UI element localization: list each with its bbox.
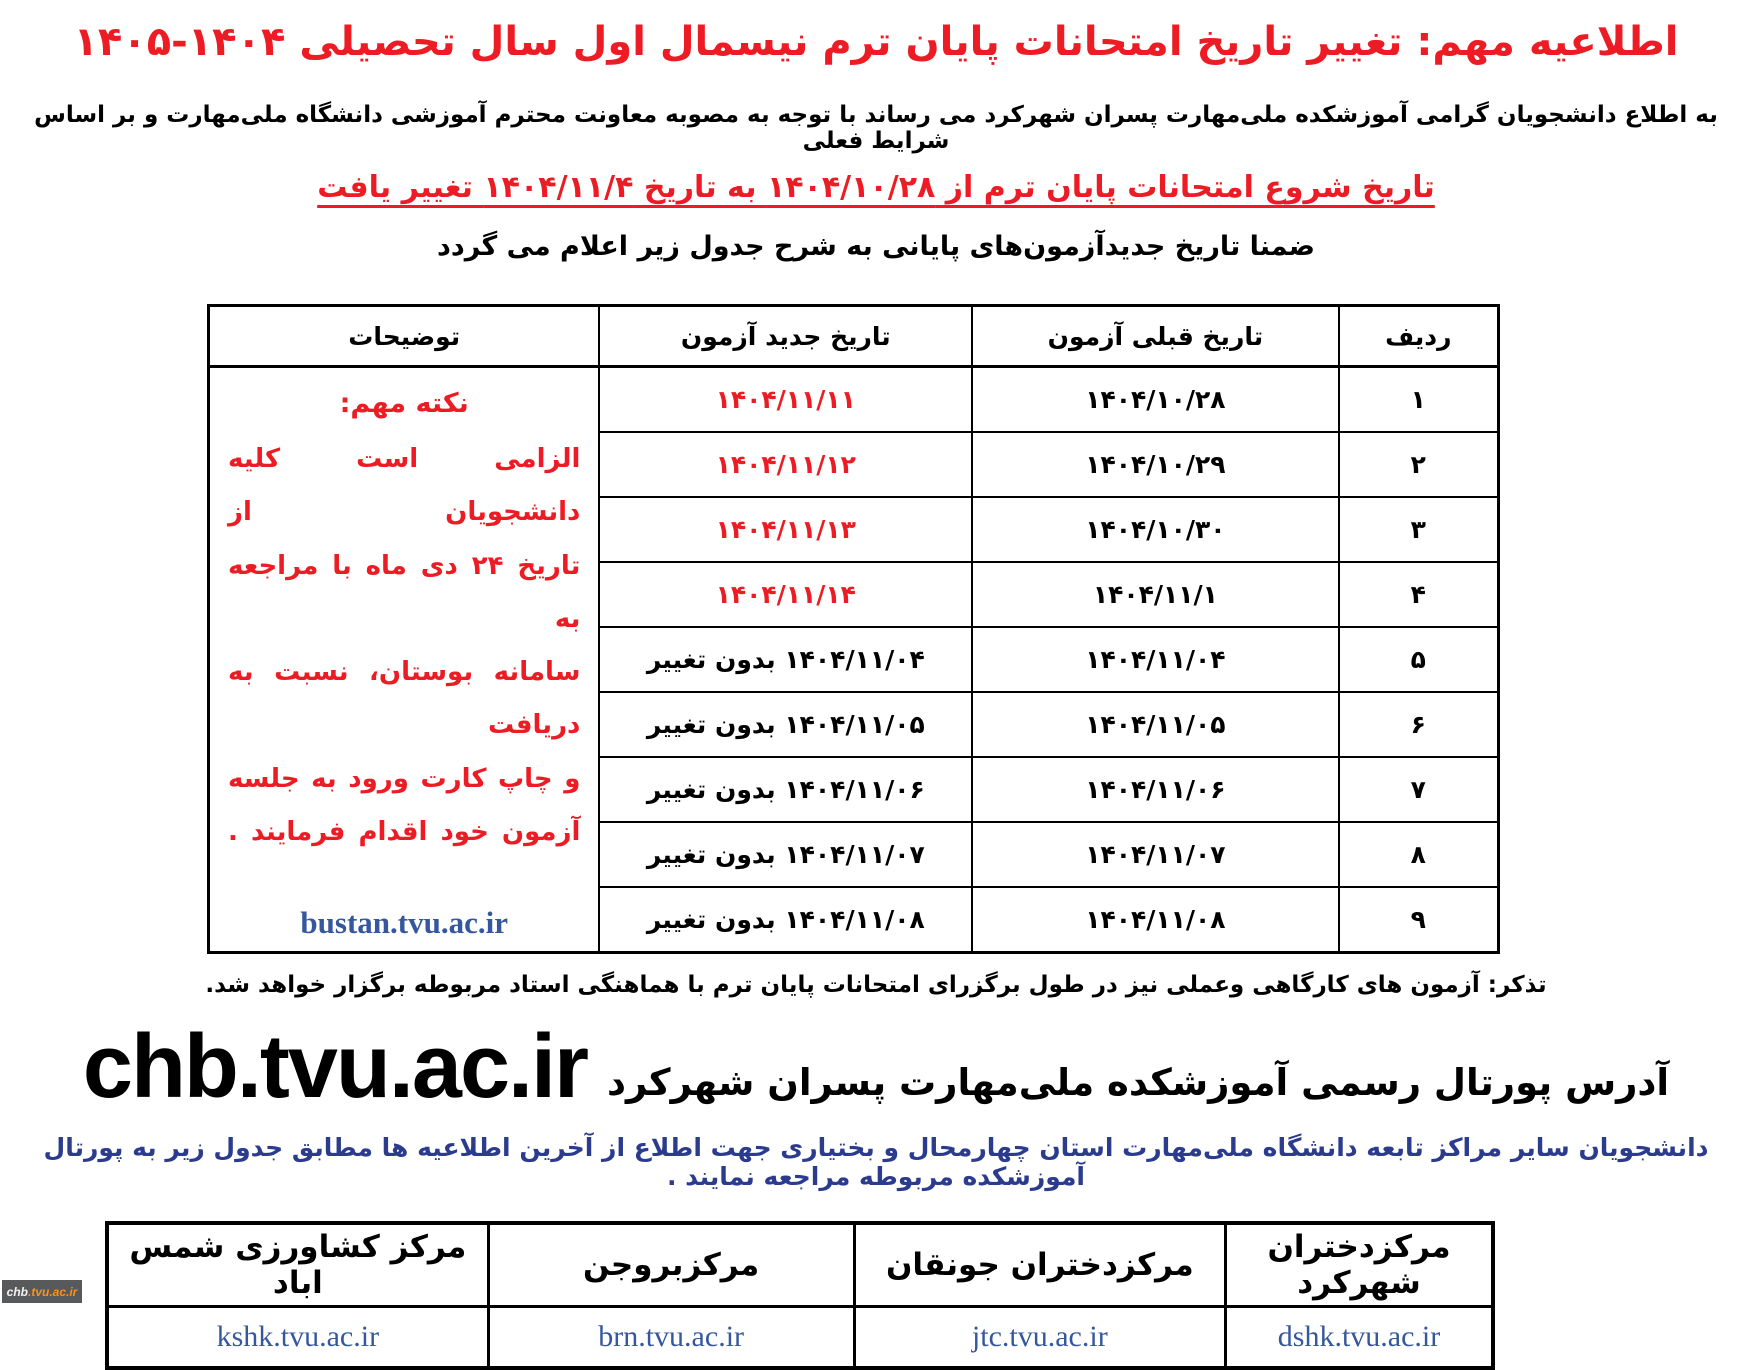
- workshop-exams-reminder: تذکر: آزمون های کارگاهی وعملی نیز در طول…: [205, 972, 1547, 999]
- table-row: ۲ ۱۴۰۴/۱۰/۲۹ ۱۴۰۴/۱۱/۱۲: [209, 431, 1500, 499]
- center-name: مرکزدختران جونقان: [852, 1221, 1228, 1309]
- centers-table: مرکزدختران شهرکرد مرکزدختران جونقان مرکز…: [105, 1221, 1495, 1370]
- new-date: ۱۴۰۴/۱۱/۱۲: [598, 431, 974, 499]
- table-row: ۷ ۱۴۰۴/۱۱/۰۶ ۱۴۰۴/۱۱/۰۶ بدون تغییر: [209, 756, 1500, 824]
- exam-table-header-row: ردیف تاریخ قبلی آزمون تاریخ جدید آزمون ت…: [207, 304, 1500, 368]
- new-date: ۱۴۰۴/۱۱/۱۳: [598, 496, 974, 564]
- table-row: ۵ ۱۴۰۴/۱۱/۰۴ ۱۴۰۴/۱۱/۰۴ بدون تغییر: [209, 626, 1500, 694]
- row-number: ۶: [1337, 691, 1500, 759]
- center-url-link[interactable]: kshk.tvu.ac.ir: [105, 1305, 490, 1370]
- center-name: مرکزدختران شهرکرد: [1224, 1221, 1495, 1309]
- date-change-highlight: تاریخ شروع امتحانات پایان ترم از ۱۴۰۴/۱۰…: [317, 170, 1435, 205]
- centers-header-row: مرکزدختران شهرکرد مرکزدختران جونقان مرکز…: [105, 1221, 1495, 1309]
- row-number: ۳: [1337, 496, 1500, 564]
- other-centers-note: دانشجویان سایر مراکز تابعه دانشگاه ملی‌م…: [43, 1133, 1709, 1192]
- table-row: ۱ ۱۴۰۴/۱۰/۲۸ ۱۴۰۴/۱۱/۱۱ نکته مهم: الزامی…: [207, 365, 1500, 954]
- table-caption: ضمنا تاریخ جدیدآزمون‌های پایانی به شرح ج…: [437, 231, 1315, 262]
- announcement-page: { "colors": { "red": "#ed1c24", "black":…: [0, 16, 1752, 1370]
- exam-dates-table: ردیف تاریخ قبلی آزمون تاریخ جدید آزمون ت…: [207, 304, 1500, 955]
- chb-portal-url[interactable]: chb.tvu.ac.ir: [82, 1017, 589, 1118]
- previous-date: ۱۴۰۴/۱۰/۲۸: [971, 365, 1340, 434]
- header-new-date: تاریخ جدید آزمون: [598, 304, 974, 368]
- header-row-number: ردیف: [1337, 304, 1500, 368]
- row-number: ۴: [1337, 561, 1500, 629]
- bustan-portal-link[interactable]: bustan.tvu.ac.ir: [300, 905, 508, 941]
- page-title: اطلاعیه مهم: تغییر تاریخ امتحانات پایان …: [73, 19, 1679, 65]
- row-number: ۹: [1337, 886, 1500, 954]
- row-number: ۲: [1337, 431, 1500, 499]
- new-date: ۱۴۰۴/۱۱/۰۴ بدون تغییر: [598, 626, 974, 694]
- previous-date: ۱۴۰۴/۱۱/۰۸: [971, 886, 1340, 954]
- table-row: ۴ ۱۴۰۴/۱۱/۱ ۱۴۰۴/۱۱/۱۴: [209, 561, 1500, 629]
- table-row: ۶ ۱۴۰۴/۱۱/۰۵ ۱۴۰۴/۱۱/۰۵ بدون تغییر: [209, 691, 1500, 759]
- center-url-link[interactable]: brn.tvu.ac.ir: [486, 1305, 856, 1370]
- row-number: ۸: [1337, 821, 1500, 889]
- centers-url-row: dshk.tvu.ac.ir jtc.tvu.ac.ir brn.tvu.ac.…: [105, 1305, 1495, 1370]
- row-number: ۷: [1337, 756, 1500, 824]
- table-row: ۸ ۱۴۰۴/۱۱/۰۷ ۱۴۰۴/۱۱/۰۷ بدون تغییر: [209, 821, 1500, 889]
- new-date: ۱۴۰۴/۱۱/۰۶ بدون تغییر: [598, 756, 974, 824]
- center-name: مرکز کشاورزی شمس اباد: [105, 1221, 490, 1309]
- center-url-link[interactable]: jtc.tvu.ac.ir: [852, 1305, 1228, 1370]
- previous-date: ۱۴۰۴/۱۰/۳۰: [971, 496, 1340, 564]
- new-date: ۱۴۰۴/۱۱/۰۷ بدون تغییر: [598, 821, 974, 889]
- new-date: ۱۴۰۴/۱۱/۱۱: [598, 365, 974, 434]
- notes-text: الزامی است کلیه دانشجویان از تاریخ ۲۴ دی…: [228, 444, 581, 848]
- header-previous-date: تاریخ قبلی آزمون: [971, 304, 1340, 368]
- center-url-link[interactable]: dshk.tvu.ac.ir: [1224, 1305, 1495, 1370]
- official-portal-line: آدرس پورتال رسمی آموزشکده ملی‌مهارت پسرا…: [0, 1016, 1752, 1119]
- previous-date: ۱۴۰۴/۱۱/۰۵: [971, 691, 1340, 759]
- header-notes: توضیحات: [207, 304, 601, 368]
- new-date: ۱۴۰۴/۱۱/۱۴: [598, 561, 974, 629]
- notes-heading: نکته مهم:: [339, 388, 469, 419]
- table-row: ۹ ۱۴۰۴/۱۱/۰۸ ۱۴۰۴/۱۱/۰۸ بدون تغییر: [209, 886, 1500, 954]
- previous-date: ۱۴۰۴/۱۱/۱: [971, 561, 1340, 629]
- previous-date: ۱۴۰۴/۱۰/۲۹: [971, 431, 1340, 499]
- new-date: ۱۴۰۴/۱۱/۰۵ بدون تغییر: [598, 691, 974, 759]
- previous-date: ۱۴۰۴/۱۱/۰۴: [971, 626, 1340, 694]
- row-number: ۱: [1337, 365, 1500, 434]
- table-row: ۳ ۱۴۰۴/۱۰/۳۰ ۱۴۰۴/۱۱/۱۳: [209, 496, 1500, 564]
- notes-cell: نکته مهم: الزامی است کلیه دانشجویان از ت…: [207, 365, 601, 954]
- previous-date: ۱۴۰۴/۱۱/۰۶: [971, 756, 1340, 824]
- row-number: ۵: [1337, 626, 1500, 694]
- intro-text: به اطلاع دانشجویان گرامی آموزشکده ملی‌مه…: [34, 102, 1718, 154]
- new-date: ۱۴۰۴/۱۱/۰۸ بدون تغییر: [598, 886, 974, 954]
- center-name: مرکزبروجن: [486, 1221, 856, 1309]
- portal-label: آدرس پورتال رسمی آموزشکده ملی‌مهارت پسرا…: [607, 1061, 1670, 1105]
- previous-date: ۱۴۰۴/۱۱/۰۷: [971, 821, 1340, 889]
